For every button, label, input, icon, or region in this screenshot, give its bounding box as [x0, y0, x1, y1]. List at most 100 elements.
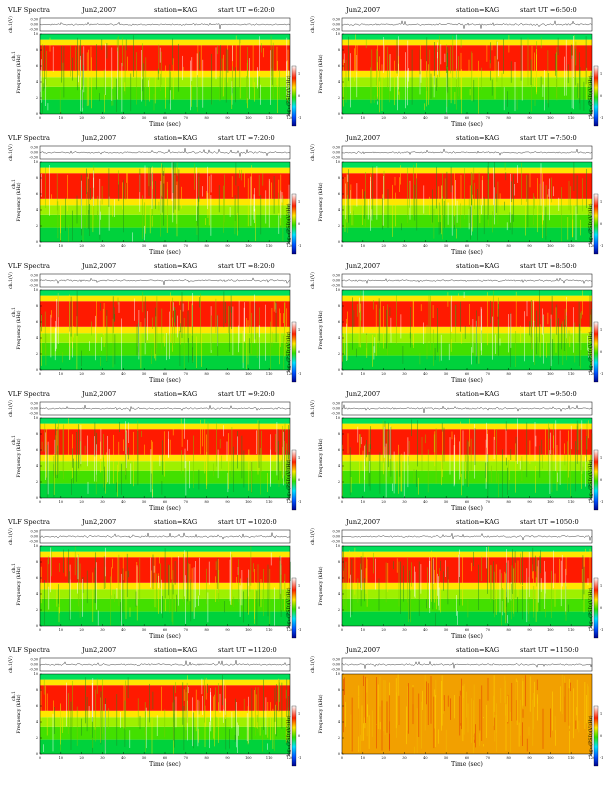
spectrogram-streak: [205, 677, 207, 700]
time-axis-label: Time (sec): [451, 633, 483, 640]
spectrogram-streak: [364, 445, 365, 480]
spectrogram-streak: [217, 449, 219, 479]
spectrogram-streak: [231, 176, 233, 198]
spectrogram-streak: [134, 298, 135, 321]
panel-title: VLF Spectra: [7, 134, 50, 142]
spectrogram-streak: [77, 42, 79, 86]
y-tick-label: 0: [338, 752, 340, 756]
spectrogram-band: [40, 205, 290, 215]
spectrogram-streak: [362, 450, 364, 471]
x-tick-label: 90: [527, 372, 531, 376]
spectrogram-streak: [506, 222, 508, 231]
spectrogram-streak: [205, 711, 207, 727]
colorbar-label: log₁₀(PSD)(V²/Hz): [285, 459, 292, 500]
spectrogram-streak: [481, 67, 482, 90]
spectrogram-streak: [41, 59, 42, 103]
x-tick-label: 70: [184, 116, 188, 120]
spectrogram-streak: [566, 299, 567, 313]
spectrogram-streak: [478, 316, 480, 364]
spectrogram-streak: [104, 466, 105, 491]
spectrogram-streak: [532, 564, 533, 579]
spectrogram-streak: [378, 298, 380, 341]
colorbar-tick-label: 0: [298, 478, 300, 482]
spectrogram-streak: [57, 445, 58, 479]
spectrogram-streak: [56, 173, 58, 211]
spectrogram-streak: [394, 60, 395, 106]
spectrogram-streak: [544, 70, 545, 111]
spectrogram-streak: [95, 315, 96, 361]
y-tick-label: 8: [36, 432, 38, 436]
spectrogram-streak: [80, 424, 82, 464]
spectrogram-streak: [565, 551, 567, 576]
spectrogram-streak: [358, 685, 360, 697]
spectrogram-streak: [515, 678, 517, 701]
x-tick-label: 100: [547, 500, 553, 504]
spectrogram-streak: [150, 167, 151, 187]
spectrogram-streak: [465, 461, 466, 479]
spectrogram-streak: [380, 296, 381, 330]
spectrogram-streak: [260, 84, 261, 105]
spectrogram-streak: [486, 465, 487, 482]
colorbar-tick-label: 0: [600, 478, 602, 482]
spectrogram-streak: [379, 56, 380, 113]
waveform-tick-label: 0.30: [30, 146, 38, 150]
spectrogram-streak: [112, 200, 113, 217]
spectrogram-streak: [458, 56, 459, 97]
spectrogram-streak: [61, 46, 62, 83]
spectrogram-streak: [253, 194, 255, 211]
x-tick-label: 50: [444, 372, 448, 376]
spectrogram-streak: [144, 225, 145, 242]
spectrogram-streak: [182, 303, 184, 312]
spectrogram-streak: [534, 681, 535, 707]
spectrogram-streak: [130, 463, 132, 484]
spectrogram-streak: [139, 174, 141, 212]
panel-date: Jun2,2007: [345, 134, 380, 142]
spectrogram-streak: [460, 52, 462, 100]
spectrogram-streak: [526, 300, 528, 317]
spectrogram-streak: [202, 695, 203, 715]
spectrogram-streak: [92, 572, 94, 622]
spectrogram-band: [342, 546, 592, 552]
spectrogram-streak: [160, 73, 161, 92]
spectrogram-streak: [228, 306, 229, 334]
spectrogram-streak: [158, 575, 160, 589]
spectrogram-band: [40, 198, 290, 206]
spectrogram-streak: [368, 425, 370, 452]
spectrogram-streak: [539, 183, 541, 214]
x-tick-label: 0: [341, 500, 343, 504]
spectrogram-streak: [371, 710, 373, 737]
spectrogram-streak: [153, 565, 155, 573]
spectrogram-streak: [555, 420, 557, 471]
spectrogram-streak: [74, 546, 76, 576]
x-tick-label: 100: [547, 372, 553, 376]
spectrogram-streak: [254, 303, 256, 340]
spectrogram-streak: [251, 165, 252, 199]
spectrogram-streak: [269, 569, 271, 625]
spectrogram-streak: [534, 52, 535, 86]
spectrogram-streak: [360, 290, 362, 321]
spectrogram-streak: [511, 565, 513, 593]
spectrogram-streak: [152, 691, 154, 710]
spectrogram-streak: [279, 308, 280, 365]
time-axis-label: Time (sec): [451, 249, 483, 256]
spectrogram-streak: [192, 305, 193, 361]
spectrogram-streak: [533, 193, 534, 225]
spectrogram-streak: [62, 711, 63, 733]
spectrogram-streak: [148, 80, 149, 87]
x-tick-label: 80: [205, 628, 209, 632]
spectrogram-streak: [172, 162, 174, 193]
spectrogram-streak: [86, 192, 88, 229]
panel-date: Jun2,2007: [345, 390, 380, 398]
spectrogram-streak: [449, 437, 451, 475]
spectrogram-streak: [56, 430, 58, 475]
x-tick-label: 110: [266, 244, 272, 248]
spectrogram-streak: [396, 38, 398, 74]
x-tick-label: 120: [287, 372, 293, 376]
spectrogram-streak: [254, 690, 255, 728]
spectrogram-streak: [277, 60, 278, 113]
spectrogram-streak: [413, 469, 415, 484]
spectrogram-streak: [123, 179, 124, 233]
spectrogram-streak: [126, 553, 128, 598]
spectrogram-streak: [544, 560, 545, 609]
spectrogram-streak: [259, 726, 261, 736]
